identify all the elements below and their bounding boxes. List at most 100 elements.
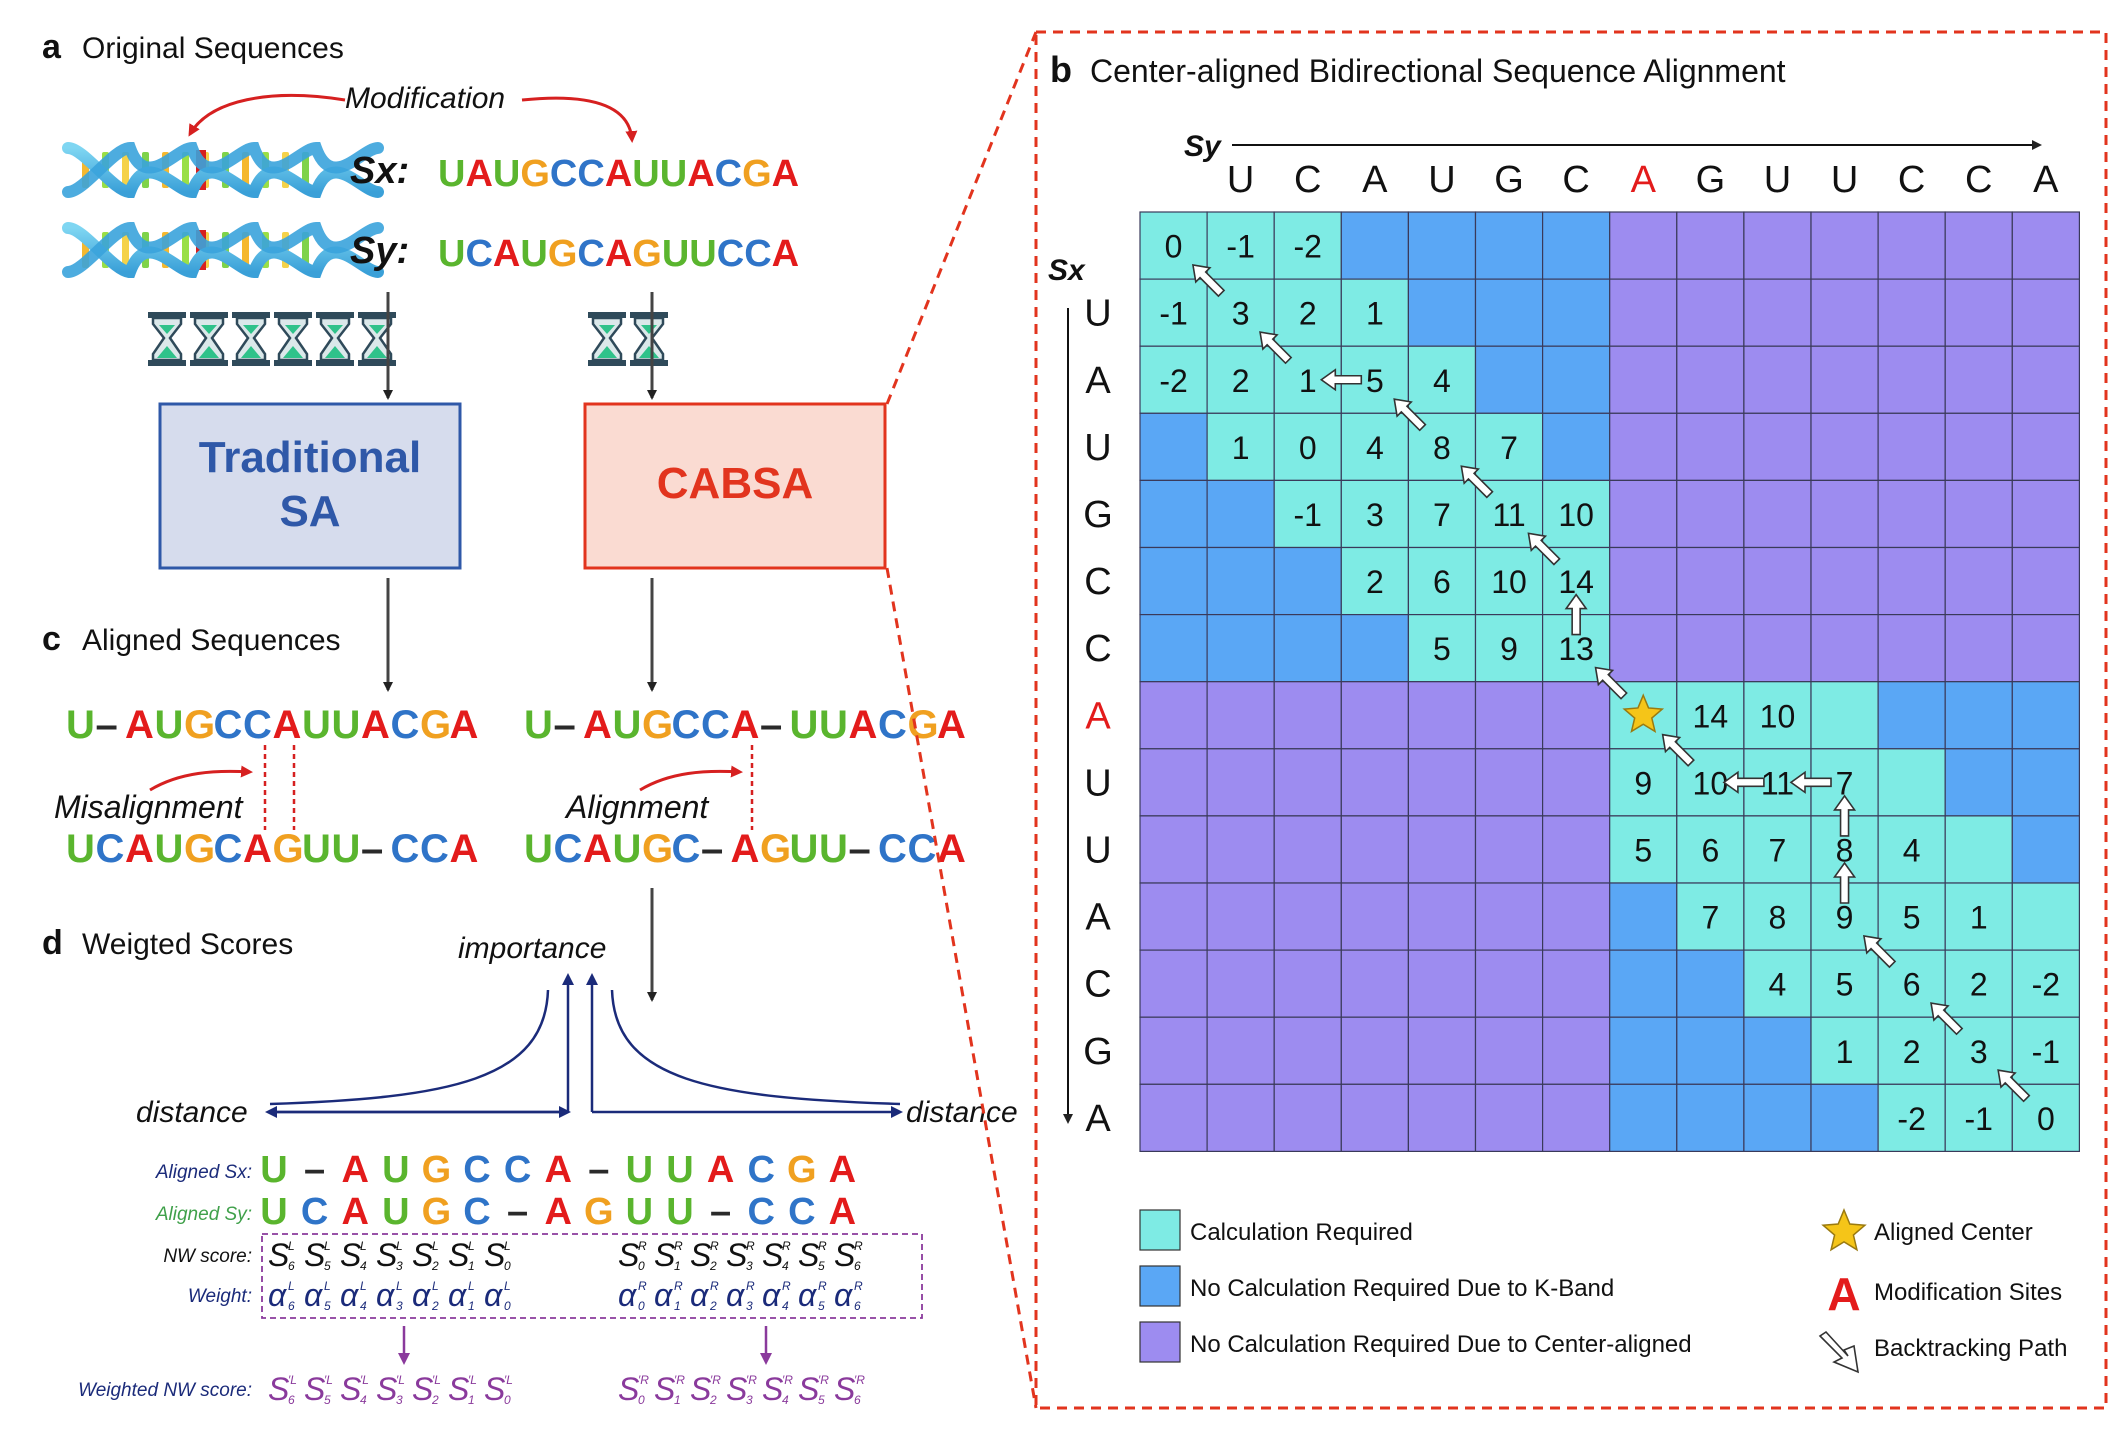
matrix-cell	[1206, 412, 1275, 481]
cell-value: 11	[1492, 497, 1525, 533]
traditional-sa-box	[158, 402, 462, 570]
matrix-cell	[1273, 278, 1342, 347]
dna-rung	[122, 152, 129, 188]
weighted-score-left-sub: 6	[288, 1393, 295, 1407]
weight-left-sup: L	[468, 1279, 475, 1293]
matrix-cell	[1206, 1016, 1275, 1085]
hourglass-icon	[316, 312, 354, 366]
weighted-score-left-sub: 0	[504, 1393, 511, 1407]
hourglass-glass	[361, 316, 393, 362]
nw-score-right-sub: 6	[854, 1259, 861, 1273]
aligned-sx-char: U	[260, 1149, 287, 1191]
matrix-cell	[1810, 211, 1879, 280]
matrix-cell	[1407, 1083, 1477, 1153]
modification-arrow-right	[521, 96, 638, 143]
hourglass-sand	[241, 346, 261, 358]
panel-c-title: Aligned Sequences	[82, 624, 341, 657]
sy-char: G	[1494, 159, 1524, 201]
dna-icon	[62, 141, 384, 199]
nucleotide: C	[96, 827, 125, 871]
matrix-cell	[1407, 546, 1477, 616]
panel-b-letter: b	[1050, 49, 1072, 90]
aligned-sx-char: A	[544, 1149, 571, 1191]
weight-left-sub: 0	[504, 1299, 511, 1313]
nucleotide: A	[849, 703, 878, 747]
aligned-sx-char: C	[504, 1149, 531, 1191]
matrix-cell	[1139, 815, 1208, 884]
matrix-cell	[1273, 681, 1342, 750]
nw-score-right-sup: R	[854, 1239, 863, 1253]
matrix-cell	[1340, 681, 1410, 750]
nucleotide: U	[302, 827, 331, 871]
cell-value: -1	[1965, 1101, 1993, 1137]
dna-rung	[122, 232, 129, 268]
distance-label-right: distance	[906, 1096, 1018, 1129]
panel-b-frame	[1034, 30, 2108, 1410]
matrix-cell	[1743, 815, 1812, 884]
matrix-cell	[1810, 479, 1879, 549]
aligned-sy-char: –	[507, 1191, 528, 1233]
sx-char: C	[1084, 964, 1111, 1006]
matrix-cell	[1541, 882, 1611, 951]
panel-c-letter: c	[42, 620, 61, 658]
nw-score-left: S	[304, 1237, 325, 1273]
nucleotide: A	[125, 703, 154, 747]
panel-d-letter: d	[42, 924, 63, 962]
cell-value: 4	[1769, 967, 1787, 1003]
dna-strand	[62, 222, 384, 279]
matrix-cell	[1944, 1083, 2013, 1153]
matrix-cell	[1541, 1083, 1611, 1153]
matrix-cell	[1877, 748, 1946, 817]
nw-score-right-sub: 5	[818, 1259, 825, 1273]
cell-value: 11	[1761, 765, 1794, 801]
nucleotide: –	[554, 703, 576, 747]
nucleotide: U	[662, 233, 689, 275]
matrix-cell	[1944, 613, 2013, 683]
cell-value: 5	[1903, 900, 1921, 936]
sy-char: G	[1696, 159, 1726, 201]
matrix-cell	[1810, 681, 1879, 750]
aligned-sx-label: Aligned Sx:	[155, 1162, 252, 1183]
weighted-score-left-sup: ′L	[468, 1373, 477, 1387]
matrix-cell	[1139, 681, 1208, 750]
dna-rung	[242, 152, 249, 188]
aligned-sy-char: C	[301, 1191, 328, 1233]
nucleotide: C	[878, 827, 907, 871]
matrix-cell	[1743, 882, 1812, 951]
aligned-sy-char: U	[626, 1191, 653, 1233]
cell-value: 5	[1366, 363, 1384, 399]
weighted-score-right-sub: 5	[818, 1393, 825, 1407]
cell-value: 0	[1165, 229, 1183, 265]
matrix-cell	[2011, 278, 2081, 347]
matrix-cell	[1676, 882, 1745, 951]
nw-score-left-sub: 5	[324, 1259, 331, 1273]
sy-axis-label: Sy	[1184, 130, 1222, 163]
nucleotide: A	[731, 703, 760, 747]
matrix-cell	[1810, 1016, 1879, 1085]
hourglass-glass	[193, 316, 225, 362]
nucleotide: U	[438, 153, 465, 195]
nw-score-left-sub: 2	[431, 1259, 439, 1273]
matrix-cell	[1340, 1016, 1410, 1085]
legend-aligned-center-label: Aligned Center	[1874, 1219, 2033, 1246]
matrix-cell	[2011, 479, 2081, 549]
panel-b-title: Center-aligned Bidirectional Sequence Al…	[1090, 53, 1786, 89]
nucleotide: U	[689, 233, 716, 275]
weight-right-sub: 5	[818, 1299, 825, 1313]
matrix-cell	[2011, 613, 2081, 683]
weighted-score-left: S	[448, 1371, 469, 1407]
weight-right-sup: R	[674, 1279, 683, 1293]
hourglass-sand	[283, 346, 303, 358]
weight-left: α	[376, 1277, 395, 1313]
weight-right: α	[690, 1277, 709, 1313]
weight-right-sup: R	[710, 1279, 719, 1293]
cell-value: 2	[1299, 296, 1317, 332]
matrix-cell	[1609, 613, 1678, 683]
weight-left-sup: L	[396, 1279, 403, 1293]
cell-value: 10	[1558, 497, 1594, 533]
hourglass-icon	[358, 312, 396, 366]
matrix-cell	[1743, 211, 1812, 280]
matrix-cell	[1743, 479, 1812, 549]
matrix-cell	[1810, 412, 1879, 481]
matrix-cell	[1474, 949, 1544, 1018]
